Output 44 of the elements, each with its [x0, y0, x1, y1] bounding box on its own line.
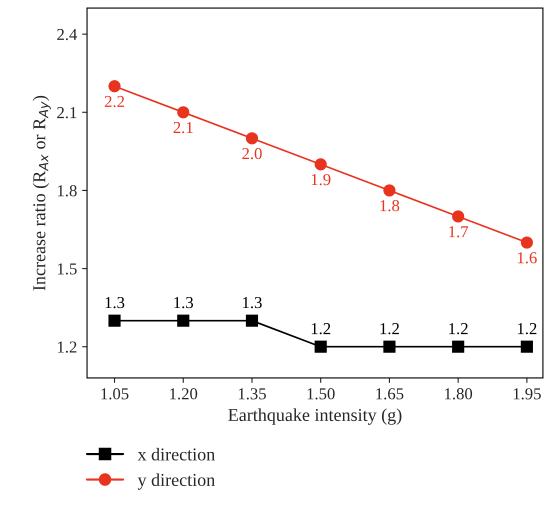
point — [246, 314, 258, 327]
point — [314, 340, 327, 353]
y-tick-label: 1.2 — [58, 341, 76, 353]
data-label: 1.3 — [106, 296, 124, 308]
point — [314, 158, 327, 170]
x-tick-label: 1.35 — [238, 388, 266, 400]
point — [520, 236, 533, 249]
data-label: 1.9 — [312, 174, 330, 186]
data-label: 2.0 — [242, 148, 262, 160]
data-label: 1.3 — [243, 296, 262, 308]
point — [108, 80, 121, 92]
x-axis-title: Earthquake intensity (g) — [228, 408, 402, 425]
point — [383, 340, 396, 353]
data-label: 1.2 — [312, 323, 330, 334]
data-label: 1.2 — [380, 323, 399, 334]
legend-label: x direction — [138, 448, 215, 461]
x-tick-label: 1.65 — [376, 388, 404, 400]
data-label: 1.6 — [518, 252, 537, 264]
x-tick-label: 1.80 — [445, 388, 472, 400]
data-label: 1.8 — [380, 200, 400, 212]
y-tick-label: 1.8 — [58, 185, 77, 196]
data-label: 1.3 — [174, 296, 194, 308]
y-tick-label: 1.5 — [58, 263, 77, 275]
point — [452, 340, 464, 353]
y-tick-label: 2.4 — [57, 28, 78, 40]
point — [177, 314, 190, 327]
y-axis-title: Increase ratio (R$_{Ax}$ or R$_{Ay}$) — [32, 96, 51, 290]
data-label: 1.2 — [518, 323, 536, 334]
x-tick-label: 1.95 — [514, 388, 541, 400]
point — [520, 340, 533, 353]
data-label: 1.2 — [449, 323, 468, 334]
x-tick-label: 1.20 — [170, 388, 198, 400]
legend-label: y direction — [138, 473, 215, 490]
point — [108, 314, 121, 327]
data-label: 2.1 — [174, 122, 193, 134]
data-label: 1.7 — [449, 226, 468, 238]
y-tick-label: 2.1 — [57, 107, 76, 118]
point — [177, 106, 190, 118]
x-tick-label: 1.50 — [308, 388, 335, 400]
point — [246, 132, 258, 144]
point — [383, 184, 396, 197]
data-label: 2.2 — [104, 96, 124, 108]
point — [452, 210, 464, 223]
x-tick-label: 1.05 — [101, 388, 128, 400]
